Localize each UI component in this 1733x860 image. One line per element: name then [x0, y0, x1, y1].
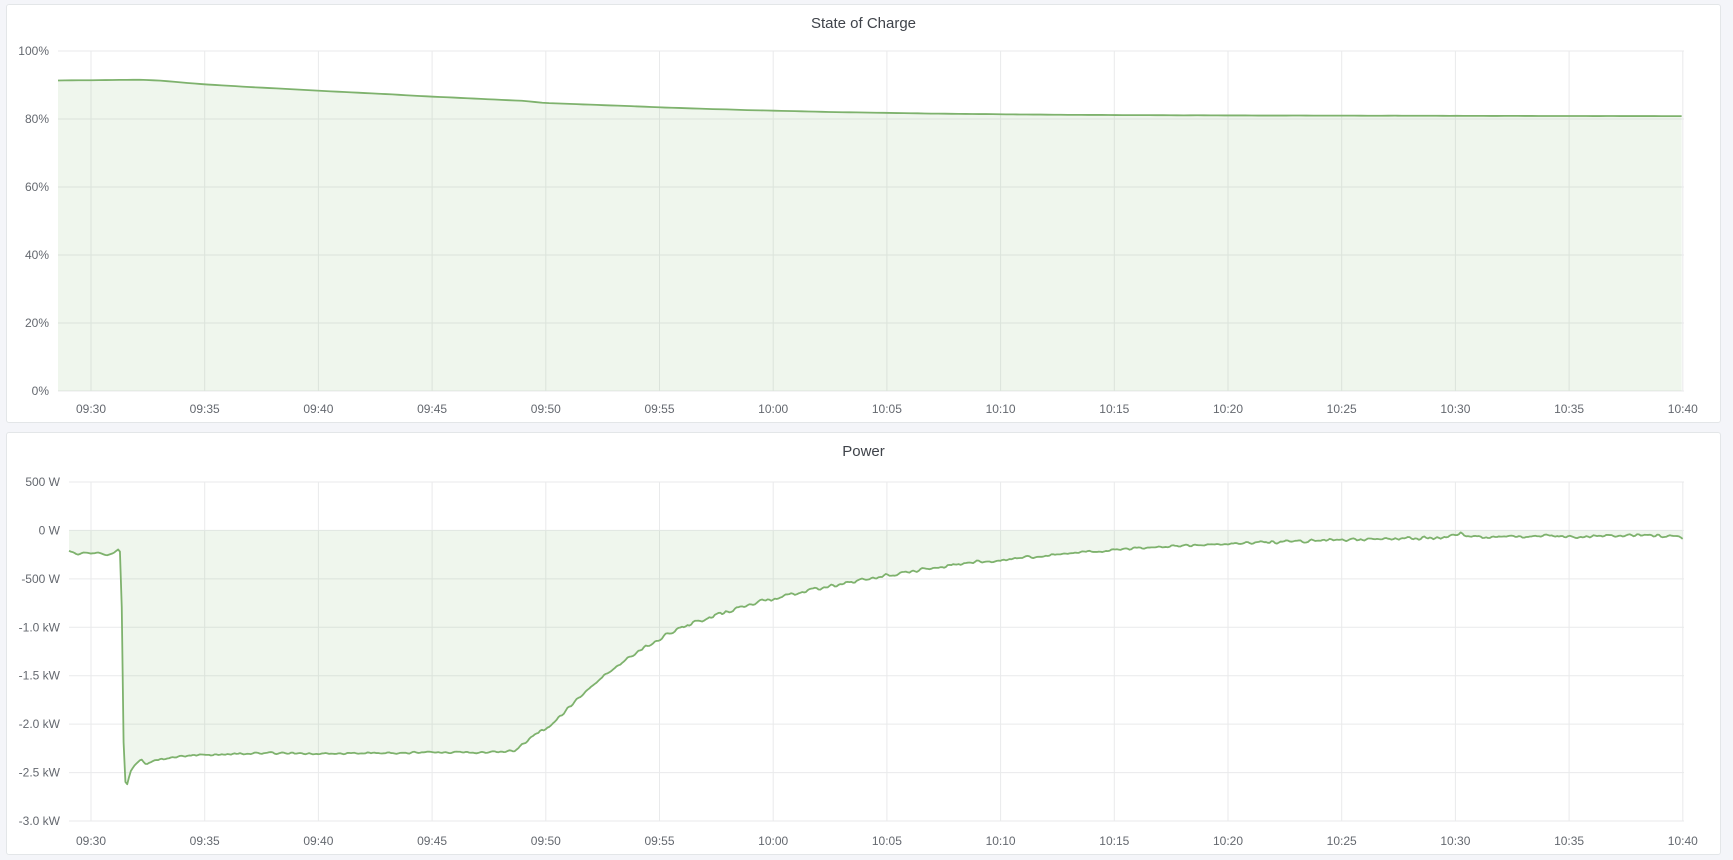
- x-axis-tick-label: 10:40: [1668, 834, 1698, 848]
- x-axis-tick-label: 10:35: [1554, 402, 1584, 416]
- x-axis-tick-label: 10:00: [758, 834, 788, 848]
- power-chart-canvas[interactable]: 500 W 0 W -500 W -1.0 kW -1.5 kW -2.0 kW -2.5 …: [7, 433, 1720, 854]
- grid-lines: [69, 481, 1684, 822]
- x-axis-tick-label: 10:05: [872, 834, 902, 848]
- x-axis-tick-label: 10:15: [1099, 402, 1129, 416]
- x-axis-tick-label: 10:20: [1213, 834, 1243, 848]
- series-area-fill: [69, 530, 1683, 785]
- x-axis-tick-label: 09:50: [531, 402, 561, 416]
- soc-chart-canvas[interactable]: 100%80%60%40%20%0%09:30 09:35 09:40 09:45 09…: [7, 5, 1720, 422]
- series-line: [68, 531, 1684, 786]
- x-axis: 09:30 09:35 09:40 09:45 09:50 09:55 10:00 10:05…: [76, 834, 1698, 848]
- y-axis-tick-label: 80%: [25, 112, 49, 126]
- x-axis-tick-label: 09:50: [531, 834, 561, 848]
- x-axis-tick-label: 09:30: [76, 402, 106, 416]
- x-axis-tick-label: 10:00: [758, 402, 788, 416]
- x-axis-tick-label: 09:40: [303, 834, 333, 848]
- y-axis: 500 W 0 W -500 W -1.0 kW -1.5 kW -2.0 kW -2.5 …: [19, 475, 61, 828]
- x-axis-tick-label: 09:55: [644, 834, 674, 848]
- x-axis-tick-label: 09:40: [303, 402, 333, 416]
- x-axis-tick-label: 09:35: [190, 402, 220, 416]
- x-axis-tick-label: 10:35: [1554, 834, 1584, 848]
- y-axis-tick-label: -2.5 kW: [19, 766, 61, 780]
- y-axis-tick-label: 60%: [25, 180, 49, 194]
- y-axis-tick-label: -1.0 kW: [19, 620, 61, 634]
- x-axis-tick-label: 10:25: [1327, 402, 1357, 416]
- panel-power: Power 500 W 0 W -500 W -1.0 kW -1.5 kW -2.0 k…: [6, 432, 1721, 855]
- y-axis-tick-label: 0 W: [39, 523, 61, 537]
- panel-title-power[interactable]: Power: [842, 443, 885, 460]
- x-axis-tick-label: 10:40: [1668, 402, 1698, 416]
- x-axis: 09:30 09:35 09:40 09:45 09:50 09:55 10:00 10:05…: [76, 402, 1698, 416]
- series-line: [57, 78, 1682, 118]
- x-axis-tick-label: 10:30: [1440, 402, 1470, 416]
- series-area-fill: [58, 79, 1682, 392]
- x-axis-tick-label: 10:25: [1327, 834, 1357, 848]
- y-axis-tick-label: -500 W: [21, 572, 60, 586]
- y-axis-tick-label: -2.0 kW: [19, 717, 61, 731]
- x-axis-tick-label: 10:10: [986, 834, 1016, 848]
- y-axis-tick-label: -1.5 kW: [19, 669, 61, 683]
- x-axis-tick-label: 09:45: [417, 834, 447, 848]
- y-axis-tick-label: 40%: [25, 248, 49, 262]
- x-axis-tick-label: 10:30: [1440, 834, 1470, 848]
- y-axis-tick-label: 100%: [18, 44, 49, 58]
- y-axis-tick-label: -3.0 kW: [19, 814, 61, 828]
- y-axis-tick-label: 0%: [32, 384, 50, 398]
- x-axis-tick-label: 10:20: [1213, 402, 1243, 416]
- x-axis-tick-label: 10:15: [1099, 834, 1129, 848]
- grid-lines: [58, 50, 1684, 392]
- panel-state-of-charge: State of Charge 100% 80% 60% 40% 20% 0% 09:30 0…: [6, 4, 1721, 423]
- x-axis-tick-label: 10:10: [986, 402, 1016, 416]
- x-axis-tick-label: 10:05: [872, 402, 902, 416]
- panel-title-state-of-charge[interactable]: State of Charge: [810, 15, 917, 32]
- x-axis-tick-label: 09:45: [417, 402, 447, 416]
- y-axis: 100% 80% 60% 40% 20% 0%: [18, 44, 49, 398]
- y-axis-tick-label: 20%: [25, 316, 49, 330]
- x-axis-tick-label: 09:55: [644, 402, 674, 416]
- x-axis-tick-label: 09:30: [76, 834, 106, 848]
- y-axis-tick-label: 500 W: [25, 475, 60, 489]
- x-axis-tick-label: 09:35: [190, 834, 220, 848]
